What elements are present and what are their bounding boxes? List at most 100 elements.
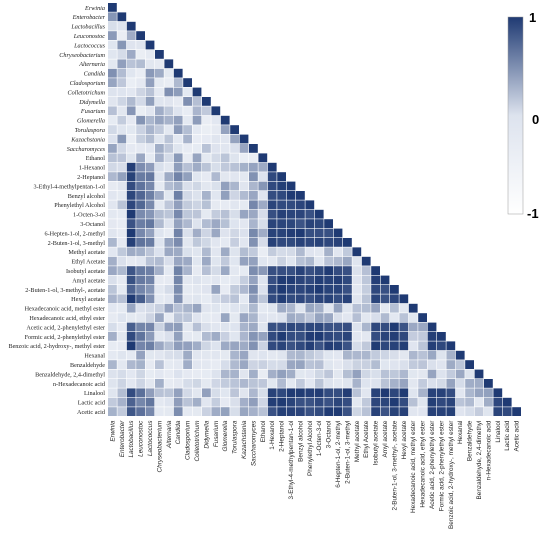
- heatmap-cell: [286, 219, 296, 228]
- heatmap-cell: [183, 360, 192, 369]
- heatmap-cell: [390, 313, 399, 322]
- heatmap-cell: [390, 294, 399, 304]
- heatmap-cell: [108, 285, 117, 294]
- row-label: 1-Hexanol: [79, 165, 105, 172]
- heatmap-cell: [117, 294, 127, 304]
- heatmap-cell: [164, 238, 174, 247]
- heatmap-cell: [192, 294, 202, 304]
- heatmap-cell: [117, 153, 127, 163]
- heatmap-cell: [164, 134, 174, 144]
- heatmap-cell: [474, 407, 484, 416]
- heatmap-cell: [211, 332, 221, 341]
- heatmap-cell: [117, 228, 127, 238]
- heatmap-cell: [211, 153, 221, 163]
- heatmap-cell: [136, 125, 145, 134]
- heatmap-cell: [239, 219, 249, 228]
- heatmap-cell: [230, 153, 239, 163]
- heatmap-cell: [296, 322, 305, 332]
- heatmap-cell: [202, 238, 211, 247]
- heatmap-cell: [277, 228, 286, 238]
- heatmap-cell: [296, 209, 305, 219]
- heatmap-cell: [258, 162, 268, 172]
- heatmap-cell: [249, 162, 258, 172]
- heatmap-cell: [324, 285, 333, 294]
- legend-min-label: -1: [527, 206, 539, 221]
- heatmap-cell: [361, 397, 371, 407]
- heatmap-cell: [220, 350, 230, 360]
- heatmap-cell: [164, 332, 174, 341]
- heatmap-cell: [164, 125, 174, 134]
- heatmap-cell: [108, 360, 117, 369]
- heatmap-cell: [126, 379, 136, 388]
- heatmap-cell: [117, 219, 127, 228]
- row-label: Glomerella: [77, 118, 105, 125]
- heatmap-cell: [117, 388, 127, 398]
- heatmap-cell: [390, 285, 399, 294]
- heatmap-cell: [258, 247, 268, 257]
- heatmap-cell: [164, 78, 174, 87]
- heatmap-cell: [192, 134, 202, 144]
- heatmap-cell: [136, 134, 145, 144]
- heatmap-cell: [371, 332, 380, 341]
- heatmap-cell: [155, 369, 164, 379]
- heatmap-cell: [380, 322, 390, 332]
- heatmap-cell: [126, 115, 136, 125]
- heatmap-cell: [183, 78, 192, 87]
- heatmap-cell: [277, 379, 286, 388]
- heatmap-cell: [173, 68, 183, 78]
- heatmap-cell: [126, 162, 136, 172]
- heatmap-cell: [145, 191, 155, 200]
- heatmap-cell: [164, 162, 174, 172]
- heatmap-cell: [333, 350, 343, 360]
- heatmap-cell: [136, 40, 145, 50]
- heatmap-cell: [136, 388, 145, 398]
- heatmap-cell: [173, 172, 183, 181]
- heatmap-cell: [333, 379, 343, 388]
- heatmap-cell: [145, 322, 155, 332]
- heatmap-cell: [230, 360, 239, 369]
- row-label: 6-Hepten-1-ol, 2-methyl: [45, 230, 106, 237]
- heatmap-cell: [286, 275, 296, 285]
- heatmap-cell: [117, 313, 127, 322]
- heatmap-cell: [220, 181, 230, 191]
- heatmap-cell: [155, 397, 164, 407]
- heatmap-cell: [164, 350, 174, 360]
- heatmap-cell: [324, 341, 333, 351]
- heatmap-cell: [145, 369, 155, 379]
- heatmap-cell: [371, 266, 380, 275]
- heatmap-cell: [371, 322, 380, 332]
- heatmap-cell: [258, 275, 268, 285]
- heatmap-cell: [277, 238, 286, 247]
- heatmap-cell: [145, 350, 155, 360]
- heatmap-cell: [220, 144, 230, 153]
- heatmap-cell: [155, 322, 164, 332]
- heatmap-cell: [352, 388, 362, 398]
- heatmap-cell: [136, 294, 145, 304]
- heatmap-cell: [192, 341, 202, 351]
- heatmap-cell: [277, 388, 286, 398]
- heatmap-cell: [145, 275, 155, 285]
- heatmap-cell: [164, 144, 174, 153]
- heatmap-cell: [220, 266, 230, 275]
- heatmap-cell: [361, 266, 371, 275]
- heatmap-cell: [126, 238, 136, 247]
- heatmap-cell: [183, 115, 192, 125]
- heatmap-cell: [267, 181, 277, 191]
- heatmap-cell: [380, 369, 390, 379]
- heatmap-cell: [164, 275, 174, 285]
- heatmap-cell: [258, 303, 268, 313]
- heatmap-cell: [361, 303, 371, 313]
- heatmap-cell: [136, 115, 145, 125]
- row-label: 3-Octanol: [80, 221, 105, 228]
- heatmap-cell: [314, 360, 324, 369]
- heatmap-cell: [173, 341, 183, 351]
- heatmap-cell: [126, 266, 136, 275]
- heatmap-cell: [202, 360, 211, 369]
- heatmap-cell: [408, 388, 418, 398]
- heatmap-cell: [173, 134, 183, 144]
- heatmap-cell: [173, 78, 183, 87]
- heatmap-cell: [230, 407, 239, 416]
- heatmap-cell: [211, 285, 221, 294]
- heatmap-cell: [258, 407, 268, 416]
- row-label: 3-Ethyl-4-methylpentan-1-ol: [34, 183, 106, 190]
